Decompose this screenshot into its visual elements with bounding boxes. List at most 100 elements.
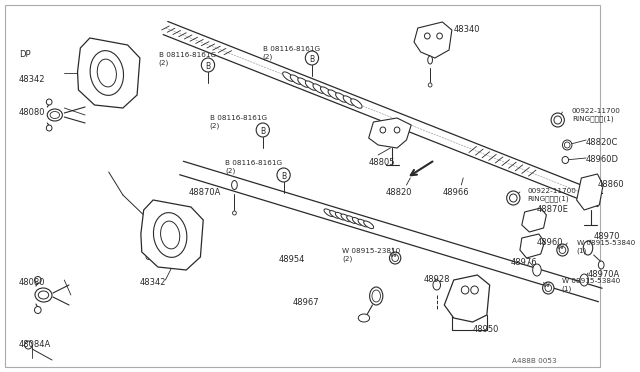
Text: 48820C: 48820C [586,138,618,147]
Ellipse shape [38,291,49,299]
Text: 48805: 48805 [369,158,395,167]
Polygon shape [141,200,204,270]
Ellipse shape [97,59,116,87]
Text: 48960D: 48960D [586,155,619,164]
Ellipse shape [390,252,401,264]
Text: 48084A: 48084A [19,340,51,349]
Polygon shape [369,118,412,148]
Ellipse shape [161,221,180,249]
Ellipse shape [353,218,362,225]
Ellipse shape [551,113,564,127]
Ellipse shape [232,180,237,189]
Ellipse shape [328,90,339,99]
Ellipse shape [341,214,351,222]
Text: B: B [309,55,314,64]
Text: 48950: 48950 [473,325,499,334]
Polygon shape [414,22,452,58]
Ellipse shape [154,213,187,257]
Ellipse shape [24,341,32,349]
Text: W: W [390,252,396,258]
Ellipse shape [559,247,566,253]
Text: 48960: 48960 [537,238,563,247]
Ellipse shape [392,254,399,262]
Text: DP: DP [19,50,31,59]
Text: 48870E: 48870E [537,205,569,214]
Text: W: W [543,282,550,288]
Ellipse shape [335,212,346,220]
Ellipse shape [305,81,317,90]
Text: B 08116-8161G
(2): B 08116-8161G (2) [263,46,320,60]
Text: 48970: 48970 [594,232,620,241]
Ellipse shape [290,75,301,84]
Ellipse shape [564,142,570,148]
Polygon shape [522,208,547,232]
Ellipse shape [372,290,381,302]
Ellipse shape [554,116,561,124]
Ellipse shape [343,96,355,105]
Text: 48976: 48976 [511,258,537,267]
Ellipse shape [298,78,309,87]
Text: 48820: 48820 [386,188,412,197]
Ellipse shape [428,56,433,64]
Ellipse shape [90,51,124,95]
Ellipse shape [358,219,368,227]
Ellipse shape [47,109,62,121]
Ellipse shape [305,51,319,65]
Text: 48340: 48340 [454,25,480,34]
Text: W 08915-53840
(1): W 08915-53840 (1) [577,240,635,253]
Ellipse shape [509,194,517,202]
Text: 48954: 48954 [279,255,305,264]
Ellipse shape [35,288,52,302]
Text: B: B [281,172,286,181]
Text: 48970A: 48970A [588,270,620,279]
Text: B: B [205,62,211,71]
Polygon shape [520,234,545,258]
Ellipse shape [545,285,552,292]
Text: B 08116-8161G
(2): B 08116-8161G (2) [159,52,216,65]
Ellipse shape [424,33,430,39]
Polygon shape [577,174,603,210]
Ellipse shape [370,287,383,305]
Ellipse shape [256,123,269,137]
Ellipse shape [557,244,568,256]
Text: B 08116-8161G
(2): B 08116-8161G (2) [225,160,282,173]
Text: 00922-11700
RINGリング(1): 00922-11700 RINGリング(1) [572,108,621,122]
Text: W: W [557,244,564,250]
Text: W 08915-53840
(1): W 08915-53840 (1) [561,278,620,292]
Polygon shape [444,275,490,322]
Ellipse shape [277,168,290,182]
Ellipse shape [532,264,541,276]
Text: B 08116-8161G
(2): B 08116-8161G (2) [210,115,267,128]
Text: 48928: 48928 [424,275,450,284]
Ellipse shape [433,280,440,290]
Ellipse shape [562,157,568,164]
Ellipse shape [471,286,478,294]
Ellipse shape [583,241,593,255]
Ellipse shape [46,99,52,105]
Text: B: B [260,127,265,136]
Ellipse shape [35,307,41,314]
Ellipse shape [202,58,214,72]
Text: W 08915-23810
(2): W 08915-23810 (2) [342,248,401,262]
Ellipse shape [50,112,60,119]
Text: 48870A: 48870A [189,188,221,197]
Ellipse shape [347,216,356,224]
Polygon shape [77,38,140,108]
Text: 00922-11700
RINGリング(1): 00922-11700 RINGリング(1) [527,188,577,202]
Ellipse shape [351,99,362,108]
Ellipse shape [283,72,294,81]
Text: 48967: 48967 [293,298,319,307]
Ellipse shape [321,87,332,96]
Ellipse shape [330,211,340,218]
Ellipse shape [563,140,572,150]
Ellipse shape [46,125,52,131]
Text: 48342: 48342 [140,278,166,287]
Ellipse shape [35,276,41,283]
Ellipse shape [580,274,588,286]
Ellipse shape [364,221,374,228]
Ellipse shape [324,209,334,217]
Ellipse shape [543,282,554,294]
Text: 48966: 48966 [442,188,469,197]
Ellipse shape [358,314,370,322]
Text: 48342: 48342 [19,75,45,84]
